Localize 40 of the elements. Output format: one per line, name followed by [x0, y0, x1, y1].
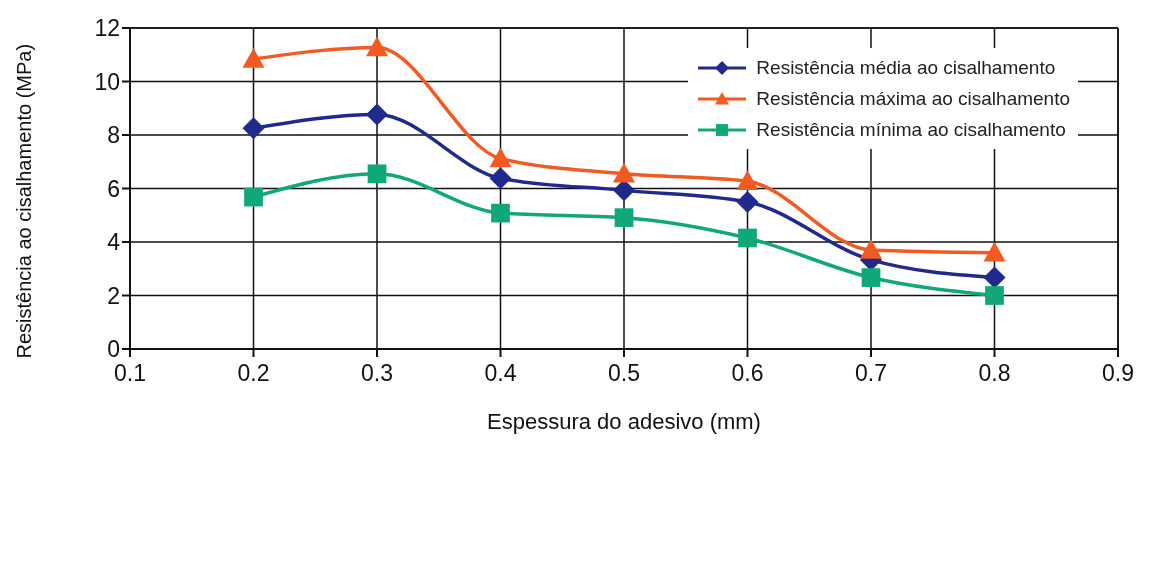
x-axis-title: Espessura do adesivo (mm) [487, 409, 761, 434]
y-tick-label: 4 [107, 229, 121, 256]
point [861, 268, 881, 287]
x-tick-label: 0.8 [978, 360, 1011, 387]
point [489, 167, 512, 190]
legend-label: Resistência mínima ao cisalhamento [756, 118, 1066, 141]
x-tick-label: 0.7 [855, 360, 887, 387]
y-tick-label: 0 [107, 336, 120, 363]
point [736, 170, 759, 191]
point [613, 162, 635, 183]
point [244, 187, 263, 207]
x-tick-label: 0.6 [731, 360, 764, 387]
point [489, 147, 512, 168]
point [491, 203, 510, 223]
point [614, 208, 634, 228]
point [242, 117, 265, 140]
x-tick-label: 0.2 [237, 360, 270, 387]
x-tick-label: 0.3 [361, 360, 393, 387]
y-axis-title: Resistência ao cisalhamento (MPa) [13, 43, 36, 359]
y-tick-label: 8 [107, 122, 120, 149]
point [983, 266, 1006, 289]
x-tick-label: 0.1 [114, 360, 146, 387]
point [242, 48, 265, 68]
x-tick-label: 0.5 [608, 360, 640, 387]
y-tick-label: 12 [94, 15, 120, 42]
legend-label: Resistência máxima ao cisalhamento [756, 87, 1070, 110]
point [367, 164, 387, 184]
legend-label: Resistência média ao cisalhamento [756, 56, 1056, 79]
y-tick-label: 10 [94, 68, 120, 95]
y-tick-label: 2 [107, 282, 120, 309]
y-tick-label: 6 [107, 175, 120, 202]
point [985, 286, 1004, 305]
point [738, 228, 757, 248]
x-tick-label: 0.4 [484, 360, 517, 387]
point [860, 239, 882, 259]
point [736, 190, 759, 213]
point [366, 36, 388, 57]
point [983, 241, 1006, 262]
x-tick-label: 0.9 [1102, 360, 1134, 387]
point [366, 103, 388, 126]
